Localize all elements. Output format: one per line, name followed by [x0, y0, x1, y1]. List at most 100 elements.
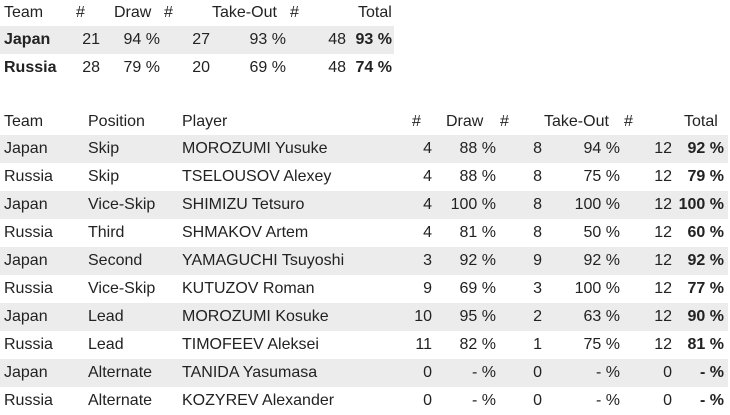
total-count-cell: 12 — [624, 191, 672, 219]
draw-cell: 82 % — [459, 336, 496, 353]
player-row: Japan Skip MOROZUMI Yusuke 4 88 % 8 94 % 12 92 % — [0, 135, 728, 163]
takeout-cell: 94 % — [542, 135, 624, 163]
player-name-cell: KOZYREV Alexander — [182, 392, 335, 409]
player-rows: Japan Skip MOROZUMI Yusuke 4 88 % 8 94 % 12 92 %… — [0, 135, 728, 415]
player-name-cell: SHMAKOV Artem — [182, 224, 309, 241]
header-takeout-count: # — [164, 4, 173, 21]
takeout-cell: - % — [542, 359, 624, 387]
team-cell: Japan — [0, 247, 84, 275]
draw-cell: - % — [432, 359, 500, 387]
takeout-count-cell: 27 — [164, 26, 210, 54]
total-cell: - % — [672, 359, 728, 387]
takeout-count-cell: 8 — [500, 191, 542, 219]
takeout-count-cell: 1 — [533, 336, 542, 353]
summary-row: Russia 28 79 % 20 69 % 48 74 % — [0, 54, 394, 82]
draw-cell: 81 % — [459, 224, 496, 241]
team-cell: Japan — [0, 359, 84, 387]
draw-cell: 92 % — [432, 247, 500, 275]
total-cell: 92 % — [672, 247, 728, 275]
header-draw: Draw — [446, 113, 484, 130]
total-count-cell: 12 — [624, 135, 672, 163]
draw-count-cell: 4 — [423, 168, 432, 185]
total-count-cell: 0 — [624, 359, 672, 387]
draw-count-cell: 4 — [412, 135, 432, 163]
team-cell: Russia — [4, 336, 53, 353]
draw-count-cell: 10 — [412, 303, 432, 331]
player-row: Japan Vice-Skip SHIMIZU Tetsuro 4 100 % 8 100 … — [0, 191, 728, 219]
total-cell: - % — [700, 392, 724, 409]
team-cell: Russia — [4, 392, 53, 409]
position-cell: Vice-Skip — [88, 280, 156, 297]
team-cell: Russia — [4, 224, 53, 241]
player-row: Japan Second YAMAGUCHI Tsuyoshi 3 92 % 9 92 % 1… — [0, 247, 728, 275]
draw-count-cell: 0 — [423, 392, 432, 409]
draw-cell: 88 % — [459, 168, 496, 185]
total-count-cell: 12 — [654, 168, 672, 185]
takeout-cell: 75 % — [583, 168, 620, 185]
player-name-cell: SHIMIZU Tetsuro — [178, 191, 412, 219]
position-cell: Alternate — [84, 359, 178, 387]
takeout-count-cell: 3 — [533, 280, 542, 297]
player-header-row: Team Position Player # Draw # Take-Out #… — [0, 109, 728, 135]
header-takeout: Take-Out — [212, 4, 277, 21]
total-cell: 100 % — [672, 191, 728, 219]
takeout-count-cell: 8 — [533, 168, 542, 185]
total-count-cell: 48 — [328, 59, 346, 76]
position-cell: Second — [84, 247, 178, 275]
header-draw-count: # — [412, 113, 421, 130]
draw-cell: 94 % — [100, 26, 164, 54]
position-cell: Lead — [84, 303, 178, 331]
player-name-cell: TIMOFEEV Aleksei — [182, 336, 319, 353]
takeout-cell: - % — [596, 392, 620, 409]
draw-cell: 88 % — [432, 135, 500, 163]
takeout-count-cell: 0 — [500, 359, 542, 387]
total-cell: 79 % — [687, 168, 724, 185]
takeout-cell: 100 % — [574, 280, 620, 297]
player-row: Russia Alternate KOZYREV Alexander 0 - % 0 - %… — [0, 387, 728, 415]
takeout-count-cell: 0 — [533, 392, 542, 409]
draw-cell: 69 % — [459, 280, 496, 297]
draw-cell: 95 % — [432, 303, 500, 331]
takeout-cell: 92 % — [542, 247, 624, 275]
draw-cell: - % — [472, 392, 496, 409]
draw-count-cell: 4 — [423, 224, 432, 241]
draw-count-cell: 3 — [412, 247, 432, 275]
team-cell: Russia — [4, 59, 57, 76]
position-cell: Lead — [88, 336, 124, 353]
total-count-cell: 12 — [654, 280, 672, 297]
header-total: Total — [358, 4, 392, 21]
header-total-count: # — [290, 4, 299, 21]
total-count-cell: 12 — [654, 224, 672, 241]
player-name-cell: YAMAGUCHI Tsuyoshi — [178, 247, 412, 275]
draw-count-cell: 9 — [423, 280, 432, 297]
header-total: Total — [684, 113, 718, 130]
header-takeout: Take-Out — [544, 113, 609, 130]
draw-cell: 79 % — [123, 59, 160, 76]
player-name-cell: TSELOUSOV Alexey — [182, 168, 332, 185]
takeout-count-cell: 9 — [500, 247, 542, 275]
draw-count-cell: 4 — [412, 191, 432, 219]
position-cell: Third — [88, 224, 125, 241]
player-row: Russia Lead TIMOFEEV Aleksei 11 82 % 1 75 % 12 8… — [0, 331, 728, 359]
total-count-cell: 12 — [654, 336, 672, 353]
player-stats-table: Team Position Player # Draw # Take-Out #… — [0, 109, 728, 415]
takeout-cell: 69 % — [249, 59, 286, 76]
header-draw-count: # — [76, 4, 85, 21]
position-cell: Skip — [88, 168, 120, 185]
total-cell: 81 % — [687, 336, 724, 353]
header-team: Team — [4, 4, 44, 21]
header-position: Position — [88, 113, 145, 130]
player-name-cell: KUTUZOV Roman — [182, 280, 315, 297]
total-count-cell: 12 — [624, 303, 672, 331]
player-row: Japan Lead MOROZUMI Kosuke 10 95 % 2 63 % 12 90 … — [0, 303, 728, 331]
takeout-count-cell: 8 — [533, 224, 542, 241]
team-cell: Japan — [0, 303, 84, 331]
team-cell: Japan — [0, 191, 84, 219]
player-name-cell: MOROZUMI Kosuke — [178, 303, 412, 331]
team-cell: Japan — [0, 135, 84, 163]
takeout-count-cell: 2 — [500, 303, 542, 331]
takeout-count-cell: 8 — [500, 135, 542, 163]
team-summary-table: Team # Draw # Take-Out # Total Japan 21 … — [0, 0, 394, 82]
total-cell: 90 % — [672, 303, 728, 331]
draw-cell: 100 % — [432, 191, 500, 219]
